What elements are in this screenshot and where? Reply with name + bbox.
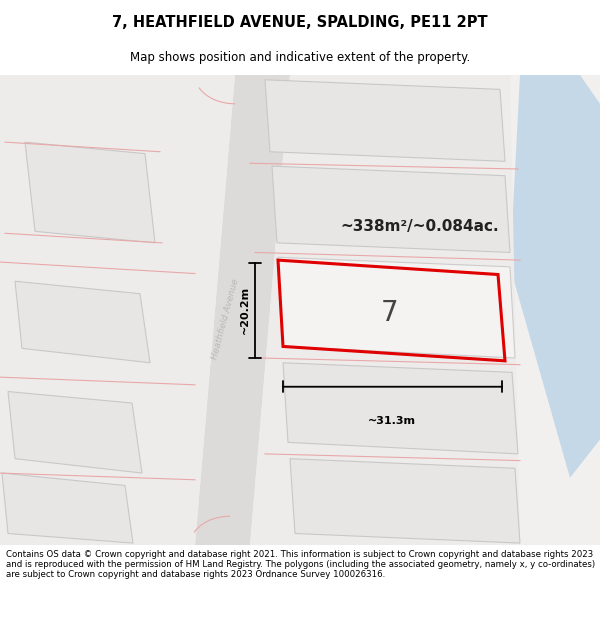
Polygon shape: [195, 75, 290, 545]
Polygon shape: [15, 281, 150, 362]
Text: ~20.2m: ~20.2m: [240, 286, 250, 334]
Text: 7: 7: [381, 299, 399, 327]
Text: Contains OS data © Crown copyright and database right 2021. This information is : Contains OS data © Crown copyright and d…: [6, 549, 595, 579]
Polygon shape: [0, 75, 600, 545]
Polygon shape: [290, 459, 520, 543]
Polygon shape: [8, 391, 142, 473]
Polygon shape: [272, 166, 510, 252]
Polygon shape: [510, 75, 600, 478]
Text: 7, HEATHFIELD AVENUE, SPALDING, PE11 2PT: 7, HEATHFIELD AVENUE, SPALDING, PE11 2PT: [112, 14, 488, 29]
Polygon shape: [0, 75, 235, 545]
Polygon shape: [278, 258, 515, 358]
Polygon shape: [265, 80, 505, 161]
Text: ~338m²/~0.084ac.: ~338m²/~0.084ac.: [341, 219, 499, 234]
Polygon shape: [250, 75, 520, 545]
Polygon shape: [25, 142, 155, 243]
Text: Map shows position and indicative extent of the property.: Map shows position and indicative extent…: [130, 51, 470, 64]
Polygon shape: [283, 362, 518, 454]
Text: ~31.3m: ~31.3m: [368, 416, 416, 426]
Polygon shape: [2, 473, 133, 543]
Text: Heathfield Avenue: Heathfield Avenue: [210, 278, 240, 361]
